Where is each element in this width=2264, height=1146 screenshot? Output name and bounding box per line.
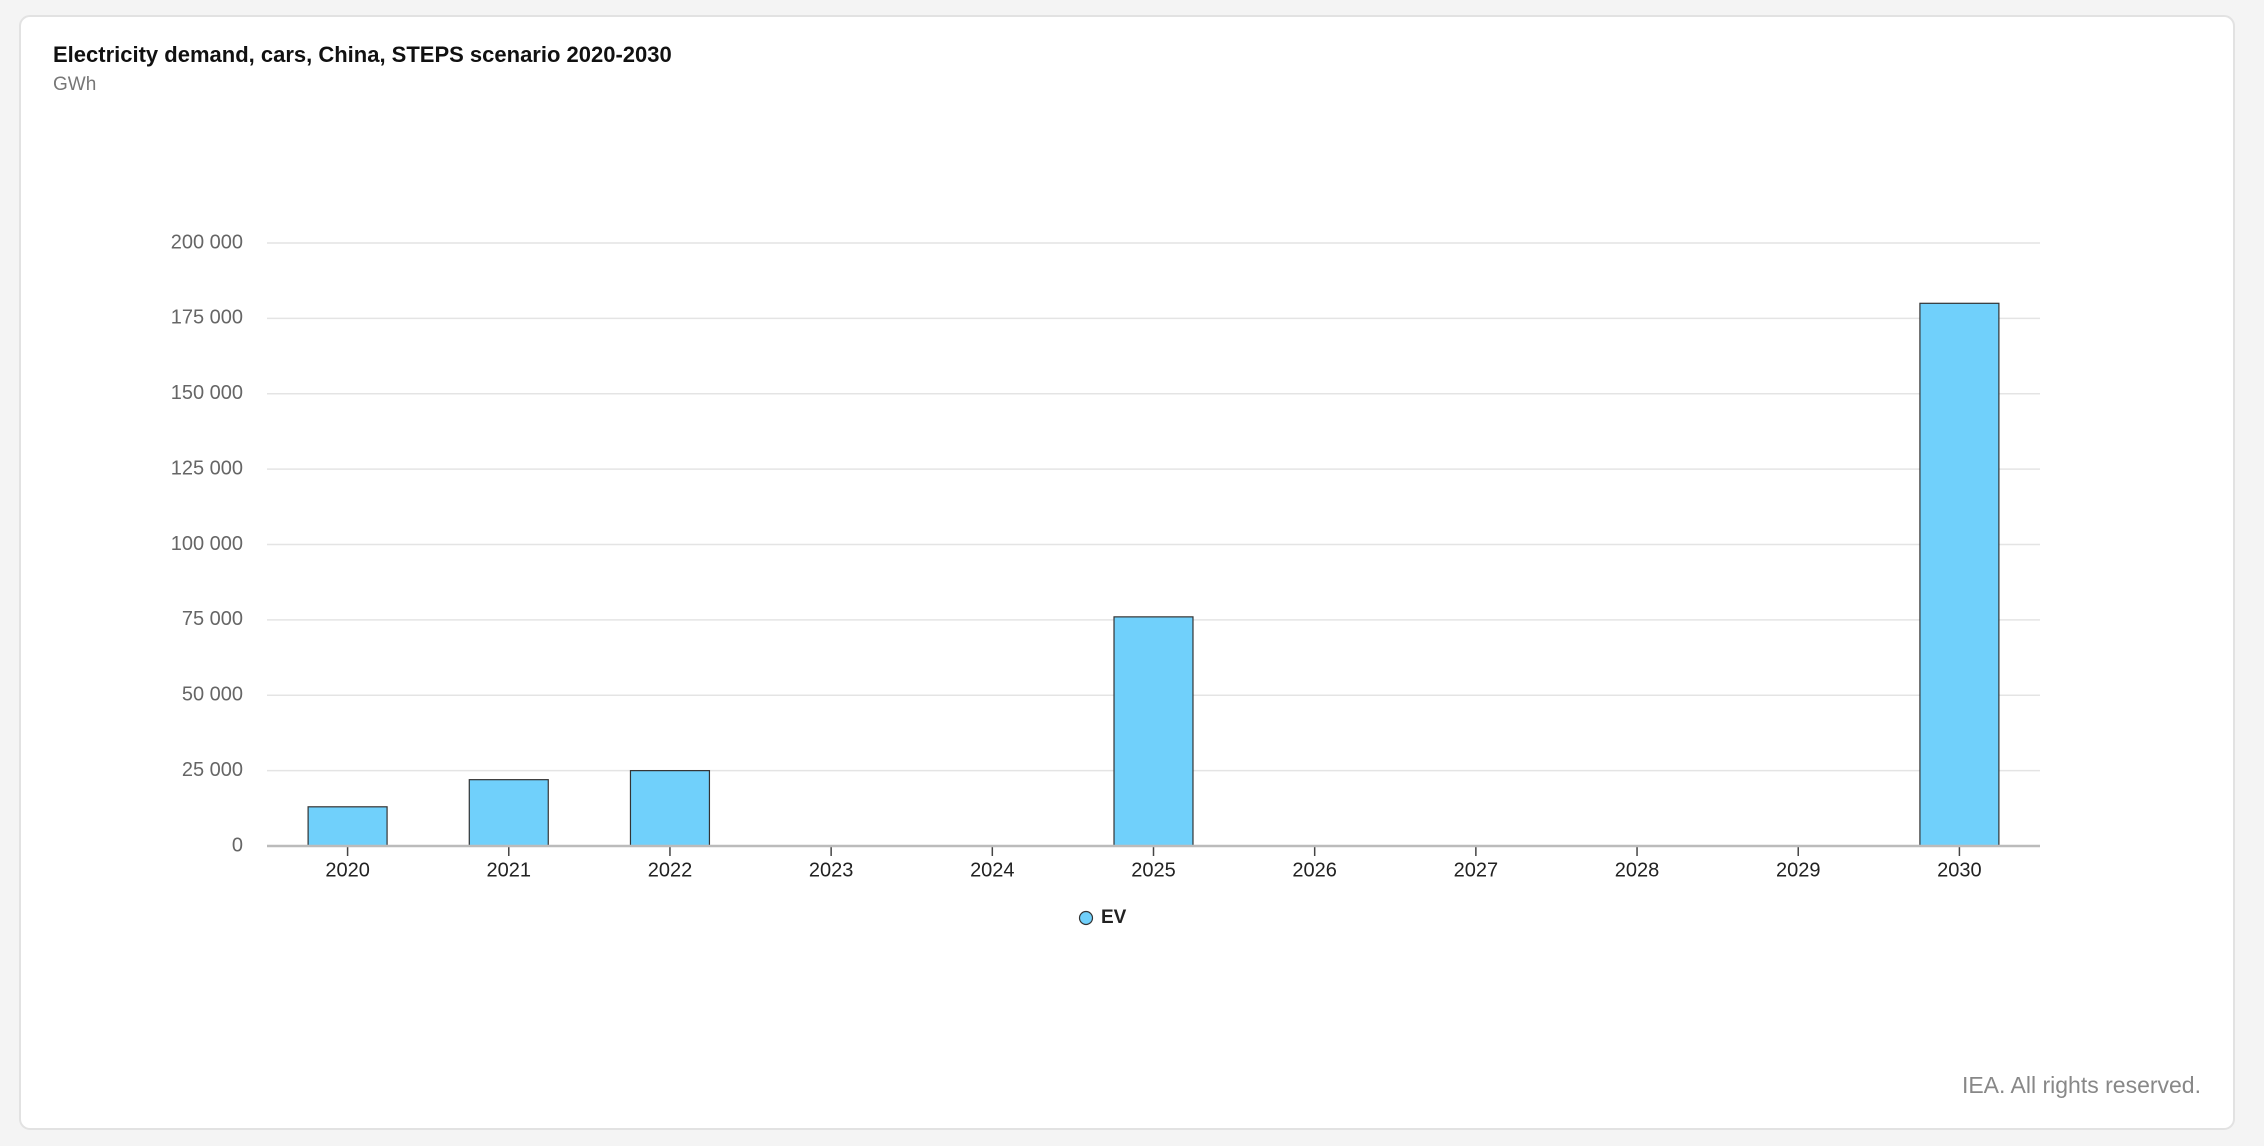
x-tick-label: 2021 <box>487 859 532 881</box>
y-tick-label: 100 000 <box>171 533 243 555</box>
card <box>19 15 2235 1130</box>
x-tick-label: 2024 <box>970 859 1015 881</box>
x-tick-label: 2022 <box>648 859 693 881</box>
x-tick-label: 2028 <box>1615 859 1660 881</box>
legend-marker <box>1078 910 1094 926</box>
x-tick-label: 2027 <box>1454 859 1499 881</box>
y-tick-label: 25 000 <box>182 759 243 781</box>
y-tick-label: 200 000 <box>171 231 243 253</box>
legend-label: EV <box>1101 907 1127 928</box>
bar <box>307 806 388 847</box>
x-tick-label: 2030 <box>1937 859 1982 881</box>
bar <box>1919 302 2000 847</box>
y-tick-label: 50 000 <box>182 684 243 706</box>
x-tick-label: 2026 <box>1292 859 1337 881</box>
bar <box>468 779 549 847</box>
bar <box>629 770 711 847</box>
y-tick-label: 175 000 <box>171 307 243 329</box>
y-tick-label: 150 000 <box>171 382 243 404</box>
chart-title: Electricity demand, cars, China, STEPS s… <box>53 42 672 67</box>
x-tick-label: 2025 <box>1131 859 1176 881</box>
chart-subtitle: GWh <box>53 74 96 95</box>
credit: IEA. All rights reserved. <box>1962 1072 2201 1098</box>
x-tick-label: 2029 <box>1776 859 1821 881</box>
y-tick-label: 0 <box>232 834 243 856</box>
x-tick-label: 2020 <box>325 859 370 881</box>
y-tick-label: 125 000 <box>171 457 243 479</box>
bar <box>1113 616 1194 847</box>
y-tick-label: 75 000 <box>182 608 243 630</box>
x-tick-label: 2023 <box>809 859 854 881</box>
